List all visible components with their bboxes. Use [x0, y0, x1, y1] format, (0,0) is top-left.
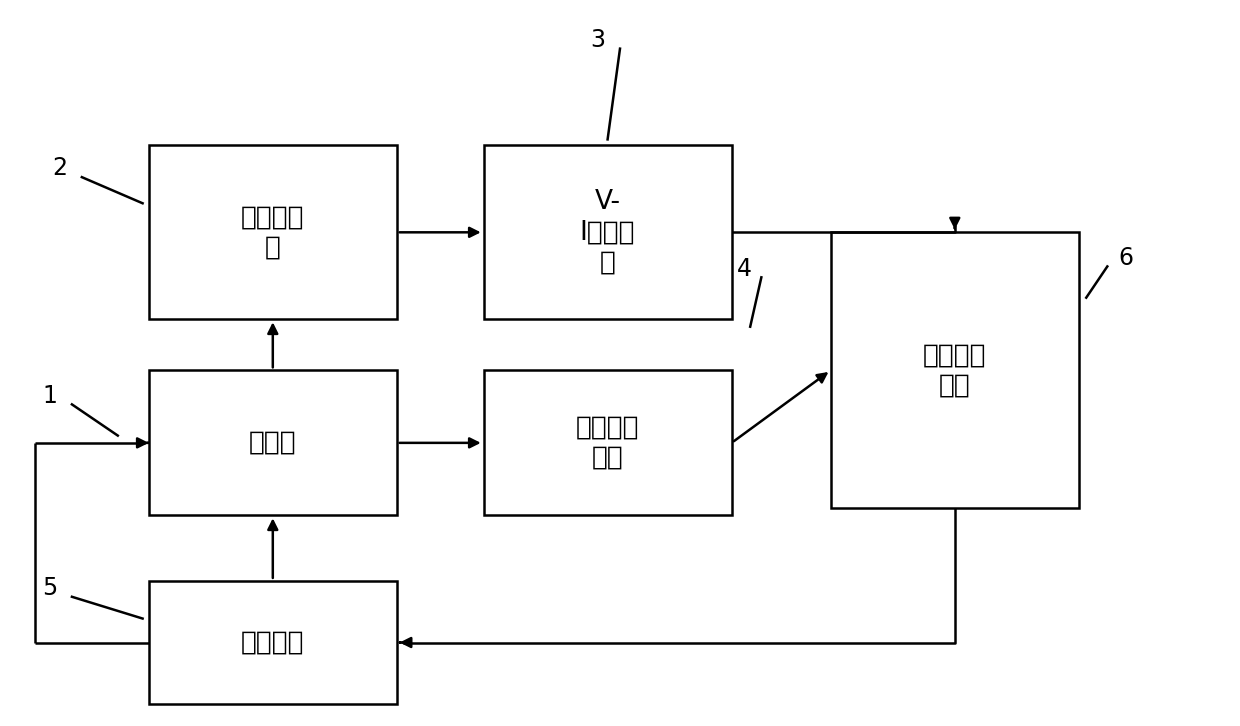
Text: 信号发生
器: 信号发生 器 [241, 204, 305, 261]
Text: 4: 4 [737, 256, 751, 281]
Text: 采样电路: 采样电路 [241, 629, 305, 656]
Bar [484, 145, 732, 319]
Text: 5: 5 [42, 576, 57, 600]
Bar [831, 232, 1079, 508]
Bar [149, 145, 397, 319]
Text: 1: 1 [42, 383, 57, 408]
Bar [149, 370, 397, 515]
Text: 开关切换
电路: 开关切换 电路 [575, 415, 640, 471]
Text: 处理器: 处理器 [249, 430, 296, 456]
Bar [484, 370, 732, 515]
Text: V-
I转换电
路: V- I转换电 路 [580, 189, 635, 275]
Text: 6: 6 [1118, 245, 1133, 270]
Text: 2: 2 [52, 156, 67, 181]
Text: 3: 3 [590, 28, 605, 52]
Bar [149, 581, 397, 704]
Text: 锂离子电
池组: 锂离子电 池组 [923, 342, 987, 399]
